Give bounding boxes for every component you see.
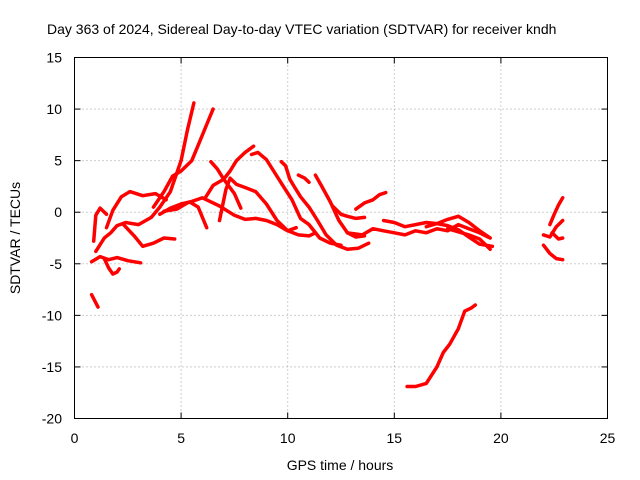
series-line-sat-w <box>424 221 495 249</box>
series-line-sat-k <box>202 144 256 201</box>
series-line-sat-n <box>249 150 343 247</box>
y-tick-label: -5 <box>50 256 63 272</box>
y-axis-label: SDTVAR / TECUs <box>7 182 23 294</box>
series-line-sat-z <box>541 243 565 262</box>
plot-frame <box>74 57 608 419</box>
series-line-sat-v <box>405 303 478 389</box>
series-line-sat-x <box>445 226 492 252</box>
x-axis-label: GPS time / hours <box>287 457 394 473</box>
y-tick-label: 0 <box>54 204 62 220</box>
y-tick-label: -10 <box>42 307 62 323</box>
series-line-sat-a <box>89 292 100 309</box>
series-line-sat-q <box>313 173 367 239</box>
tick-layer <box>74 57 608 419</box>
series-line-sat-r <box>330 204 367 221</box>
y-tick-label: 5 <box>54 153 62 169</box>
series-line-sat-d <box>94 101 196 254</box>
x-tick-label: 0 <box>71 430 79 446</box>
x-tick-label: 25 <box>600 430 616 446</box>
series-line-sat-h <box>151 107 215 209</box>
series-line-sat-g <box>121 222 177 249</box>
series-line-sat-s <box>354 190 388 211</box>
series-layer <box>89 101 565 389</box>
series-line-sat-o <box>279 159 371 252</box>
y-tick-label: 10 <box>46 101 62 117</box>
x-tick-label: 5 <box>177 430 185 446</box>
grid-layer <box>74 57 608 419</box>
y-tick-label: -20 <box>42 411 62 427</box>
series-line-sat-m <box>217 176 318 238</box>
series-line-sat-l <box>209 159 243 210</box>
series-line-sat-p <box>296 173 311 185</box>
x-tick-label: 20 <box>493 430 509 446</box>
y-tick-label: -15 <box>42 359 62 375</box>
series-line-sat-t <box>345 222 490 239</box>
x-tick-label: 15 <box>387 430 403 446</box>
series-line-sat-j <box>162 196 298 233</box>
y-tick-label: 15 <box>46 50 62 66</box>
series-line-sat-e <box>102 256 122 276</box>
series-line-sat-f <box>104 189 168 230</box>
series-line-sat-c <box>91 206 109 243</box>
chart-title: Day 363 of 2024, Sidereal Day-to-day VTE… <box>47 21 556 37</box>
x-tick-label: 10 <box>280 430 296 446</box>
series-line-sat-aa <box>548 196 565 227</box>
tick-label-layer: 0 5 10 15 20 25 -20 -15 -10 -5 0 5 10 15 <box>42 50 616 447</box>
series-line-sat-ab <box>550 231 565 241</box>
series-line-sat-b <box>89 254 143 265</box>
